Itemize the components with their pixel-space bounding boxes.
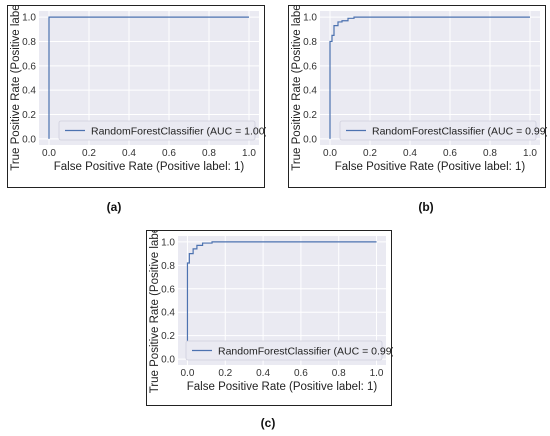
y-tick-label: 0.0 — [303, 134, 317, 145]
x-tick-label: 0.4 — [256, 368, 270, 379]
y-axis-label: True Positive Rate (Positive label: 1) — [10, 6, 22, 171]
legend-box — [185, 340, 383, 361]
panel-caption-c: (c) — [260, 416, 276, 430]
x-tick-label: 0.8 — [483, 148, 497, 159]
y-tick-label: 0.8 — [303, 37, 317, 48]
roc-chart-c: 0.0 0.2 0.4 0.6 0.8 1.0 0.0 0.2 0.4 0.6 0.8 1.0 Fals… — [146, 230, 393, 406]
x-tick-label: 1.0 — [523, 148, 537, 159]
panel-caption-a: (a) — [106, 200, 122, 214]
legend: RandomForestClassifier (AUC = 0.99) — [185, 340, 393, 361]
panel-caption-b: (b) — [418, 200, 434, 214]
x-tick-label: 0.4 — [403, 148, 417, 159]
y-tick-label: 1.0 — [22, 13, 36, 24]
y-axis-label: True Positive Rate (Positive label: 1) — [291, 6, 303, 171]
roc-chart-b: 0.0 0.2 0.4 0.6 0.8 1.0 0.0 0.2 0.4 0.6 0.8 1.0 Fals… — [288, 5, 547, 188]
x-tick-label: 0.6 — [443, 148, 457, 159]
x-axis-label: False Positive Rate (Positive label: 1) — [54, 161, 245, 173]
x-tick-label: 0.6 — [162, 148, 176, 159]
y-tick-label: 0.8 — [161, 261, 175, 272]
legend-box — [339, 120, 537, 141]
legend-entry: RandomForestClassifier (AUC = 0.99) — [218, 345, 393, 357]
x-tick-label: 0.2 — [218, 368, 232, 379]
x-axis-label: False Positive Rate (Positive label: 1) — [187, 381, 378, 393]
y-tick-label: 0.6 — [161, 284, 175, 295]
x-tick-label: 1.0 — [242, 148, 256, 159]
y-tick-label: 0.6 — [22, 61, 36, 72]
legend-entry: RandomForestClassifier (AUC = 1.00) — [91, 125, 266, 137]
x-tick-label: 0.0 — [181, 368, 195, 379]
legend-box — [58, 120, 256, 141]
x-tick-label: 0.0 — [42, 148, 56, 159]
y-tick-label: 0.6 — [303, 61, 317, 72]
y-tick-label: 1.0 — [161, 237, 175, 248]
roc-curve — [48, 16, 249, 139]
x-tick-label: 1.0 — [370, 368, 384, 379]
y-tick-label: 0.2 — [303, 110, 317, 121]
x-tick-label: 0.8 — [202, 148, 216, 159]
y-tick-label: 0.4 — [161, 308, 175, 319]
roc-curve — [186, 241, 377, 360]
y-tick-label: 1.0 — [303, 13, 317, 24]
x-axis-label: False Positive Rate (Positive label: 1) — [335, 161, 526, 173]
y-tick-label: 0.2 — [22, 110, 36, 121]
x-tick-label: 0.2 — [363, 148, 377, 159]
y-tick-label: 0.4 — [303, 86, 317, 97]
y-tick-label: 0.4 — [22, 86, 36, 97]
legend: RandomForestClassifier (AUC = 0.99) — [339, 120, 547, 141]
y-tick-label: 0.8 — [22, 37, 36, 48]
x-tick-label: 0.4 — [122, 148, 136, 159]
roc-curve — [329, 16, 530, 139]
x-tick-label: 0.0 — [323, 148, 337, 159]
roc-plot-svg: 0.0 0.2 0.4 0.6 0.8 1.0 0.0 0.2 0.4 0.6 0.8 1.0 Fals… — [10, 6, 266, 173]
x-tick-label: 0.2 — [82, 148, 96, 159]
legend-entry: RandomForestClassifier (AUC = 0.99) — [372, 125, 547, 137]
y-tick-label: 0.2 — [161, 331, 175, 342]
y-tick-label: 0.0 — [22, 134, 36, 145]
y-axis-label: True Positive Rate (Positive label: 1) — [149, 231, 161, 393]
legend: RandomForestClassifier (AUC = 1.00) — [58, 120, 266, 141]
x-tick-label: 0.8 — [332, 368, 346, 379]
x-tick-label: 0.6 — [294, 368, 308, 379]
roc-plot-svg: 0.0 0.2 0.4 0.6 0.8 1.0 0.0 0.2 0.4 0.6 0.8 1.0 Fals… — [291, 6, 547, 173]
roc-chart-a: 0.0 0.2 0.4 0.6 0.8 1.0 0.0 0.2 0.4 0.6 0.8 1.0 Fals… — [7, 5, 266, 188]
roc-plot-svg: 0.0 0.2 0.4 0.6 0.8 1.0 0.0 0.2 0.4 0.6 0.8 1.0 Fals… — [149, 231, 393, 393]
y-tick-label: 0.0 — [161, 355, 175, 366]
